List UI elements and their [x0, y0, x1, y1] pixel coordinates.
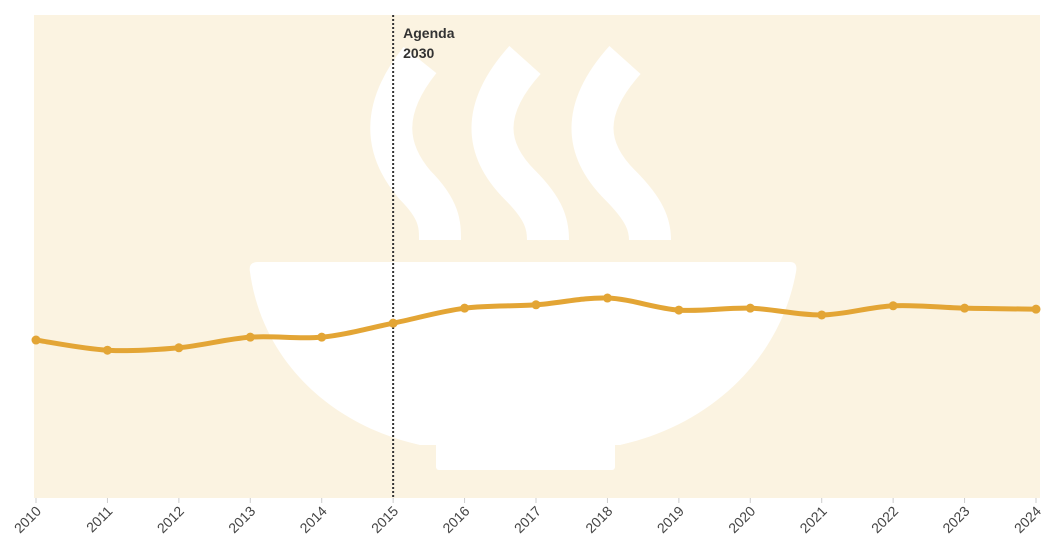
x-tick-label: 2018: [582, 503, 615, 536]
x-tick-label: 2016: [439, 503, 472, 536]
x-tick-label: 2019: [654, 503, 687, 536]
point: [460, 303, 470, 313]
steam: [471, 45, 569, 241]
point: [317, 332, 327, 342]
x-tick-label: 2011: [83, 503, 116, 536]
point: [674, 305, 684, 315]
x-tick-label: 2010: [11, 503, 44, 536]
x-tick-label: 2015: [368, 503, 401, 536]
point: [174, 343, 184, 353]
x-tick-label: 2014: [296, 503, 329, 536]
steam-icon: [370, 45, 671, 241]
x-tick-label: 2012: [154, 503, 187, 536]
point: [388, 318, 398, 328]
x-tick-label: 2024: [1011, 503, 1044, 536]
point: [888, 301, 898, 311]
point: [31, 335, 41, 345]
point: [745, 303, 755, 313]
point: [531, 300, 541, 310]
point: [602, 293, 612, 303]
x-tick-label: 2021: [796, 503, 829, 536]
steam: [370, 46, 461, 241]
annotation-label: 2030: [403, 45, 434, 61]
point: [245, 332, 255, 342]
bowl-base: [436, 440, 615, 470]
x-tick-label: 2017: [511, 503, 544, 536]
x-tick-label: 2020: [725, 503, 758, 536]
annotation-label: Agenda: [403, 25, 455, 41]
point: [817, 310, 827, 320]
x-tick-label: 2023: [939, 503, 972, 536]
point: [1031, 304, 1041, 314]
steam: [571, 45, 671, 241]
point: [102, 345, 112, 355]
x-tick-label: 2022: [868, 503, 901, 536]
x-tick-label: 2013: [225, 503, 258, 536]
point: [960, 303, 970, 313]
